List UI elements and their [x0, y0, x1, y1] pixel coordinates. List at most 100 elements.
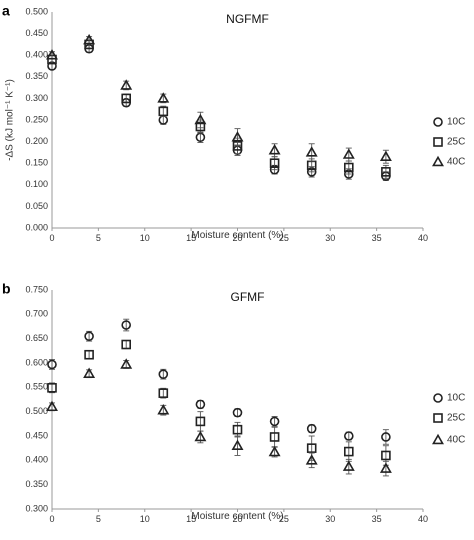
- chart-title: GFMF: [231, 290, 265, 304]
- data-point-triangle: [157, 403, 170, 415]
- legend-marker-triangle: [432, 155, 444, 167]
- data-point-square: [306, 443, 317, 453]
- data-point-square: [195, 416, 206, 427]
- y-tick-label: 0.450: [25, 430, 48, 440]
- data-point-triangle: [83, 33, 96, 45]
- x-tick-label: 0: [49, 514, 54, 524]
- data-point-circle: [47, 359, 57, 370]
- legend-marker-square: [433, 413, 443, 423]
- x-tick-label: 5: [96, 514, 101, 524]
- legend-label: 25C: [447, 137, 465, 148]
- x-tick-label: 20: [232, 514, 242, 524]
- data-point-circle: [84, 331, 94, 342]
- data-point-square: [158, 388, 169, 398]
- x-tick-label: 15: [186, 514, 196, 524]
- x-axis-label: Moisture content (%): [191, 230, 283, 241]
- chart-panel-b: b GFMF 0.300 0.350 0.400 0.450 0.500 0.550 0.600…: [2, 281, 465, 524]
- y-tick-label: 0.400: [25, 50, 48, 60]
- data-point-circle: [269, 416, 280, 427]
- series-10C: [47, 318, 391, 445]
- data-point-triangle: [342, 460, 355, 471]
- data-point-triangle: [120, 79, 133, 90]
- series-40C: [46, 358, 392, 477]
- x-tick-label: 30: [325, 233, 335, 243]
- y-tick-label: 0.000: [25, 222, 48, 232]
- panel-label: a: [2, 3, 10, 19]
- x-tick-label: 0: [49, 233, 54, 243]
- x-tick-label: 25: [279, 233, 289, 243]
- legend-label: 40C: [447, 157, 465, 168]
- y-tick-label: 0.700: [25, 309, 48, 319]
- data-point-triangle: [268, 445, 281, 457]
- y-tick-label: 0.350: [25, 479, 48, 489]
- y-tick-label: 0.650: [25, 333, 48, 343]
- x-tick-label: 40: [418, 233, 428, 243]
- x-tick-label: 15: [186, 233, 196, 243]
- x-tick-label: 40: [418, 514, 428, 524]
- legend-marker-square: [433, 137, 443, 147]
- legend-label: 10C: [447, 393, 465, 404]
- data-point-triangle: [268, 144, 281, 155]
- x-tick-label: 35: [372, 514, 382, 524]
- data-point-triangle: [46, 400, 58, 412]
- y-tick-label: 0.050: [25, 201, 48, 211]
- data-point-triangle: [379, 462, 392, 473]
- x-tick-label: 10: [140, 514, 150, 524]
- data-point-square: [121, 93, 131, 104]
- data-point-triangle: [120, 358, 133, 369]
- y-tick-label: 0.500: [25, 6, 48, 16]
- data-point-square: [84, 349, 94, 360]
- data-point-triangle: [231, 131, 244, 142]
- data-point-triangle: [194, 430, 207, 442]
- data-point-circle: [195, 399, 206, 410]
- panel-label: b: [2, 281, 11, 297]
- data-point-square: [343, 162, 354, 173]
- y-tick-label: 0.150: [25, 158, 48, 168]
- data-point-circle: [158, 369, 169, 379]
- chart-title: NGFMF: [226, 12, 269, 26]
- series-40C: [46, 33, 392, 164]
- data-point-triangle: [379, 150, 392, 161]
- legend-marker-circle: [433, 393, 443, 403]
- legend-marker-circle: [433, 117, 443, 127]
- x-tick-label: 20: [232, 233, 242, 243]
- data-point-triangle: [83, 367, 96, 378]
- y-tick-label: 0.100: [25, 179, 48, 189]
- y-tick-label: 0.750: [25, 284, 48, 294]
- x-axis-label: Moisture content (%): [191, 511, 283, 522]
- x-tick-label: 10: [140, 233, 150, 243]
- x-tick-label: 35: [372, 233, 382, 243]
- x-tick-label: 30: [325, 514, 335, 524]
- data-point-square: [232, 424, 243, 435]
- data-point-triangle: [305, 454, 318, 465]
- data-point-triangle: [157, 92, 170, 103]
- chart-panel-a: a NGFMF 0.000 0.050 0.100 0.150 0.200 0.250 0.30…: [2, 3, 465, 243]
- x-tick-label: 5: [96, 233, 101, 243]
- y-tick-label: 0.500: [25, 406, 48, 416]
- data-point-triangle: [231, 439, 244, 450]
- data-point-square: [343, 446, 354, 457]
- series-25C: [47, 339, 391, 466]
- y-tick-label: 0.400: [25, 455, 48, 465]
- data-point-square: [47, 383, 57, 393]
- data-point-circle: [306, 423, 317, 434]
- y-tick-label: 0.600: [25, 357, 48, 367]
- y-axis-label: -ΔS (kJ mol⁻¹ K⁻¹): [5, 79, 16, 161]
- data-point-circle: [232, 407, 243, 418]
- legend-label: 40C: [447, 435, 465, 446]
- series-25C: [47, 39, 391, 179]
- data-point-circle: [121, 320, 131, 330]
- y-tick-label: 0.350: [25, 71, 48, 81]
- y-tick-label: 0.300: [25, 93, 48, 103]
- data-point-triangle: [194, 113, 207, 125]
- data-point-triangle: [46, 48, 58, 60]
- y-tick-label: 0.450: [25, 28, 48, 38]
- data-point-circle: [343, 431, 354, 441]
- series-10C: [47, 43, 391, 181]
- data-point-circle: [381, 432, 391, 442]
- y-tick-label: 0.250: [25, 114, 48, 124]
- y-tick-label: 0.200: [25, 136, 48, 146]
- data-point-triangle: [305, 146, 318, 157]
- legend-label: 25C: [447, 413, 465, 424]
- legend-marker-triangle: [432, 433, 444, 445]
